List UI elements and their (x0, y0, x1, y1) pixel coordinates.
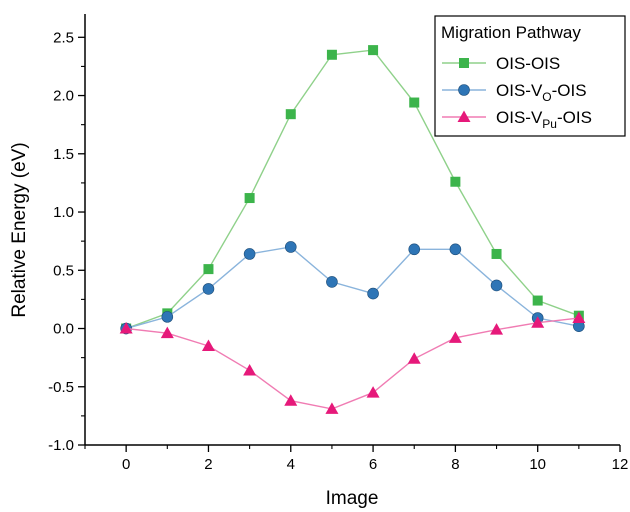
data-point (490, 323, 504, 335)
y-axis-title: Relative Energy (eV) (9, 142, 30, 317)
data-point (408, 243, 421, 256)
y-tick-label: 0.5 (53, 262, 74, 279)
data-point (203, 264, 214, 275)
data-point (243, 248, 256, 260)
x-tick-label: 10 (529, 456, 546, 473)
data-point (119, 322, 133, 334)
data-point (368, 45, 379, 56)
legend: Migration Pathway OIS-OIS OIS-VO-OIS OIS-V… (434, 15, 626, 137)
data-point (407, 352, 421, 364)
data-point (285, 109, 296, 120)
y-tick-label: 0.0 (53, 321, 74, 338)
data-point (490, 279, 503, 292)
data-point (161, 311, 174, 323)
data-point (284, 241, 297, 253)
series-line (125, 49, 580, 330)
x-tick-label: 4 (287, 456, 295, 473)
data-point (326, 276, 338, 288)
legend-title: Migration Pathway (441, 23, 581, 42)
y-tick-label: 2.5 (53, 29, 74, 46)
series-line (125, 246, 579, 330)
legend-marker (457, 110, 471, 122)
legend-entry: OIS-VPu-OIS (442, 108, 592, 131)
x-axis-title: Image (326, 488, 379, 509)
x-tick-label: 8 (451, 456, 459, 473)
x-tick-label: 0 (122, 456, 130, 473)
series-2 (120, 241, 585, 335)
legend-marker (458, 84, 470, 96)
legend-entries: OIS-OIS OIS-VO-OIS OIS-VPu-OIS (442, 54, 592, 131)
series-3 (119, 311, 586, 414)
data-point (366, 386, 380, 398)
y-tick-label: 2.0 (53, 88, 74, 105)
data-point (244, 193, 255, 204)
data-point (449, 243, 462, 256)
x-tick-label: 2 (204, 456, 212, 473)
data-point (201, 339, 215, 351)
legend-label: OIS-OIS (496, 54, 560, 73)
axes (84, 14, 620, 446)
data-point (532, 295, 543, 306)
series-layer (119, 45, 586, 414)
y-tick-label: -0.5 (48, 379, 74, 396)
y-ticks: -1.0 -0.5 0.0 0.5 1.0 1.5 2.0 2.5 (48, 29, 85, 454)
legend-entry: OIS-VO-OIS (442, 81, 587, 104)
data-point (572, 311, 586, 324)
x-tick-label: 12 (612, 456, 629, 473)
data-point (160, 326, 174, 339)
y-tick-label: 1.0 (53, 204, 74, 221)
data-point (491, 248, 502, 259)
y-tick-label: 1.5 (53, 146, 74, 163)
data-point (202, 283, 215, 295)
data-point (448, 331, 462, 343)
data-point (367, 287, 379, 300)
legend-marker (459, 58, 469, 68)
data-point (531, 316, 545, 328)
data-point (325, 402, 339, 414)
data-point (409, 97, 420, 108)
series-line (126, 317, 579, 410)
x-ticks: 0 2 4 6 8 10 12 (84, 445, 629, 473)
data-point (326, 49, 337, 60)
legend-label: OIS-VPu-OIS (496, 108, 592, 131)
data-point (243, 363, 257, 376)
data-point (284, 394, 298, 406)
legend-label: OIS-VO-OIS (496, 81, 587, 104)
x-tick-label: 6 (369, 456, 377, 473)
legend-entry: OIS-OIS (442, 54, 560, 73)
y-tick-label: -1.0 (48, 437, 74, 454)
data-point (450, 176, 461, 187)
